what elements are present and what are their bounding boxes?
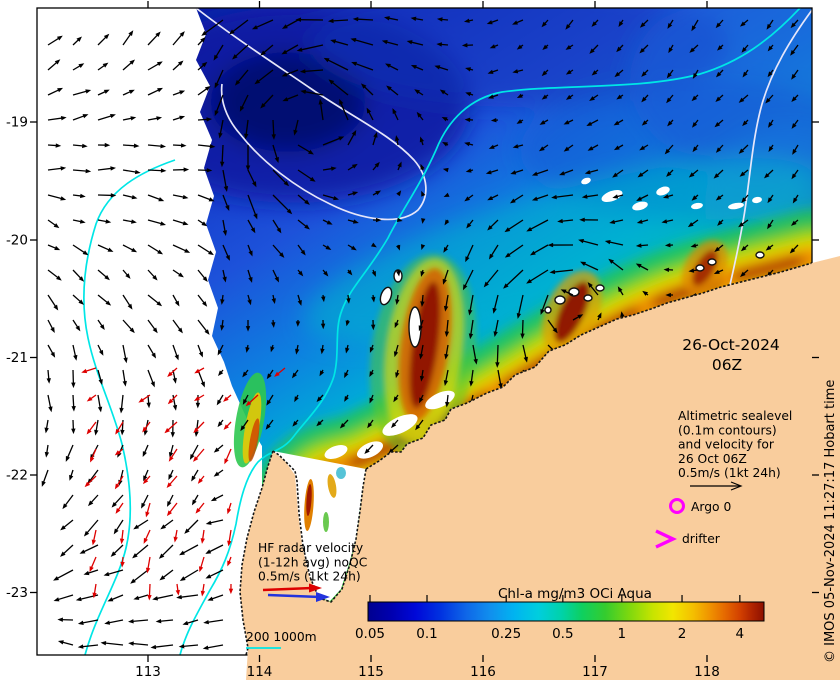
cloud-patches	[324, 177, 762, 459]
lon-tick-label: 117	[582, 664, 608, 680]
argo-label: Argo 0	[691, 500, 731, 514]
contour-white-2	[721, 9, 812, 319]
lat-tick-label: -22	[6, 468, 28, 484]
altimetric-legend-text: Altimetric sealevel (0.1m contours) and ve…	[678, 409, 792, 480]
argo-float-marker	[669, 498, 685, 514]
lon-tick-label: 113	[135, 664, 161, 680]
lat-tick-label: -19	[6, 115, 28, 131]
colorbar-tick-label: 1	[618, 626, 627, 642]
no-data-region	[37, 8, 262, 655]
colorbar-tick-label: 4	[736, 626, 745, 642]
axis-ticks	[30, 1, 819, 662]
altimetric-reference-arrow	[690, 481, 743, 491]
lon-tick-label: 115	[358, 664, 384, 680]
colorbar	[367, 601, 765, 622]
land-mass	[240, 256, 840, 680]
hf-radar-reference-arrows	[262, 583, 330, 602]
colorbar-tick-label: 0.25	[491, 626, 521, 642]
lon-tick-label: 118	[694, 664, 720, 680]
lon-tick-label: 116	[470, 664, 496, 680]
date-label-line2: 06Z	[712, 356, 742, 374]
hf-radar-velocity-arrows	[81, 367, 286, 601]
colorbar-tick-label: 2	[678, 626, 687, 642]
contour-white-1	[195, 8, 427, 221]
axis-labels: -19 -20 -21 -22 -23 113 114 115 116 117 118	[6, 115, 720, 680]
contour-cyan-1	[179, 8, 801, 655]
colorbar-title: Chl-a mg/m3 OCi Aqua	[498, 586, 652, 602]
colorbar-ticks: 0.05 0.1 0.25 0.5 1 2 4	[355, 595, 744, 642]
hf-radar-legend-text: HF radar velocity (1-12h avg) noQC 0.5m/s …	[258, 541, 367, 584]
colorbar-tick-label: 0.05	[355, 626, 385, 642]
lon-tick-label: 114	[247, 664, 273, 680]
islands	[379, 251, 765, 348]
lat-tick-label: -21	[6, 350, 28, 366]
lat-tick-label: -23	[6, 585, 28, 601]
drifter-label: drifter	[682, 532, 721, 546]
ningaloo-strip	[233, 372, 267, 468]
colorbar-tick-label: 0.5	[552, 626, 573, 642]
lat-tick-label: -20	[6, 233, 28, 249]
isobath-scale-label: 200 1000m	[246, 630, 317, 644]
colorbar-tick-label: 0.1	[416, 626, 437, 642]
gulf-no-data	[273, 451, 366, 601]
drifter-marker	[655, 529, 677, 549]
ocean-chlorophyll-field	[37, 8, 812, 655]
altimetric-velocity-arrows	[41, 16, 799, 650]
gulf-chl-streaks	[304, 467, 346, 532]
date-label-line1: 26-Oct-2024	[682, 336, 780, 354]
credit-text: © IMOS 05-Nov-2024 11:27:17 Hobart time	[823, 380, 838, 663]
